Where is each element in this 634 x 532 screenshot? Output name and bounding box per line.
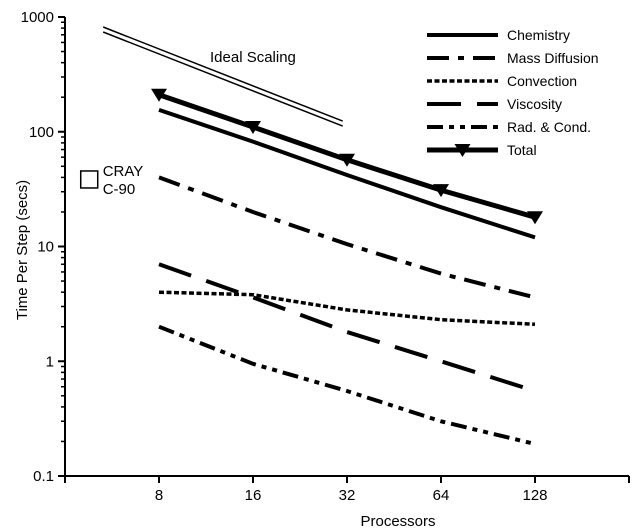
x-tick-label: 64: [433, 487, 450, 504]
cray-label: C-90: [103, 181, 136, 198]
legend-label: Total: [507, 142, 537, 158]
data-point: [245, 121, 261, 135]
y-tick-label: 1000: [21, 9, 54, 26]
legend-label: Chemistry: [507, 27, 570, 43]
series-line: [158, 175, 536, 300]
y-tick-label: 10: [37, 239, 54, 256]
x-axis-label: Processors: [360, 513, 435, 530]
legend-label: Convection: [507, 73, 577, 89]
y-tick-label: 100: [29, 124, 54, 141]
series-line: [158, 262, 536, 393]
legend-label: Rad. & Cond.: [507, 119, 591, 135]
y-axis-label: Time Per Step (secs): [14, 180, 31, 320]
series-line: [158, 108, 536, 240]
series-line: [158, 324, 536, 446]
plot-frame: 0.1 1 10 100 1000 8 16 32 64 128: [21, 9, 630, 504]
x-tick-label: 32: [339, 487, 356, 504]
ideal-scaling-line: [102, 31, 343, 127]
data-point: [527, 211, 543, 225]
data-point: [433, 184, 449, 198]
legend-marker: [454, 144, 471, 157]
x-tick-label: 8: [155, 487, 163, 504]
cray-label: CRAY: [103, 163, 144, 180]
ideal-scaling-line: [102, 26, 343, 122]
legend-label: Mass Diffusion: [507, 50, 599, 66]
x-tick-label: 128: [522, 487, 547, 504]
x-tick-label: 16: [245, 487, 262, 504]
series-line: [158, 290, 536, 327]
cray-marker: [79, 170, 99, 189]
y-tick-label: 1: [46, 353, 54, 370]
ideal-scaling-label: Ideal Scaling: [210, 49, 296, 66]
series-layer: [151, 88, 543, 446]
data-point: [339, 153, 355, 167]
legend-label: Viscosity: [507, 96, 562, 112]
data-point: [151, 88, 167, 102]
y-tick-label: 0.1: [33, 468, 54, 485]
legend: Chemistry Mass Diffusion Convection Viscosi…: [427, 27, 599, 158]
